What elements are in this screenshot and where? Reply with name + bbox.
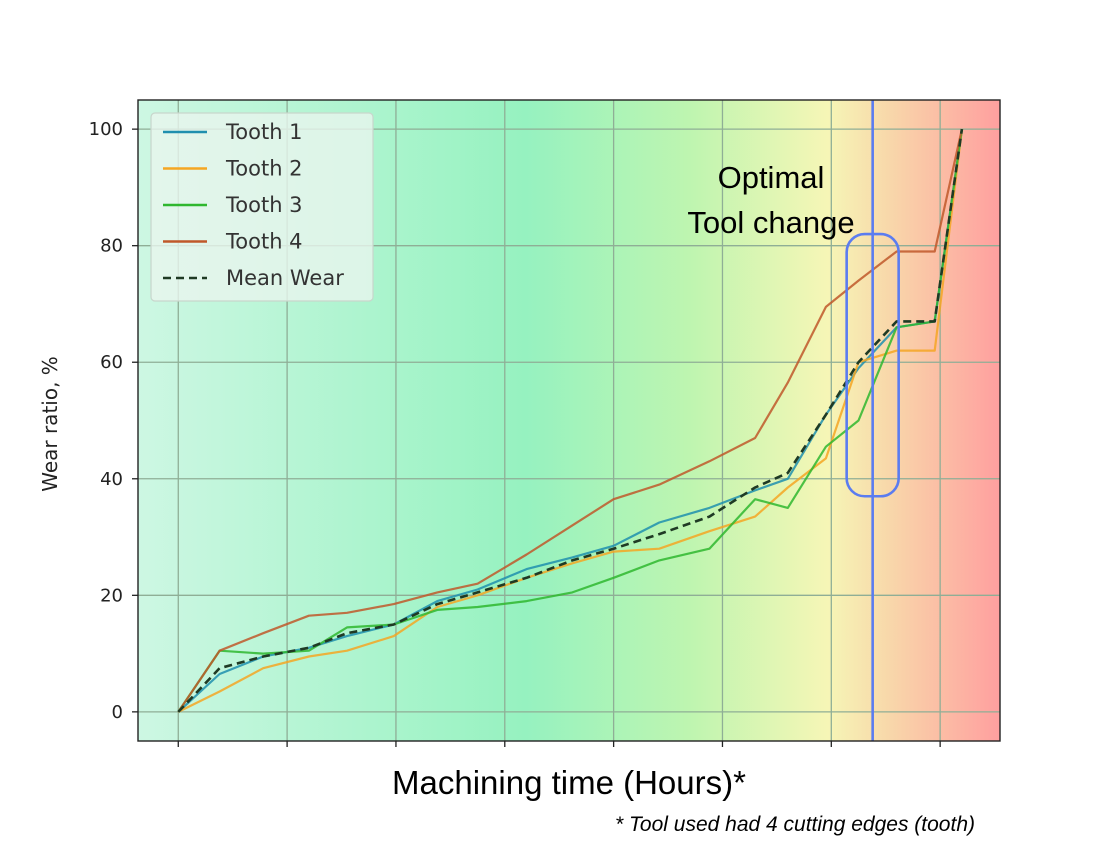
series-line-tooth-4 [177,128,963,713]
footnote: * Tool used had 4 cutting edges (tooth) [615,813,975,836]
series-line-tooth-3 [177,128,963,713]
y-tick-label: 100 [89,119,123,140]
annotation-line-2: Tool change [687,205,854,240]
legend-label: Tooth 3 [225,193,303,217]
y-tick-label: 0 [112,702,123,723]
series-lines [177,128,964,713]
legend-label: Mean Wear [226,266,344,290]
y-tick-label: 60 [100,352,123,373]
grid [138,100,1000,741]
x-axis-label: Machining time (Hours)* [392,764,746,801]
legend-label: Tooth 1 [225,120,303,144]
legend-label: Tooth 2 [225,157,303,181]
legend: Tooth 1 Tooth 2 Tooth 3 Tooth 4 Mean Wear [150,112,374,302]
tool-change-highlight [845,232,900,498]
y-axis: 0 20 40 60 80 100 [89,119,138,723]
y-tick-label: 20 [100,585,123,606]
y-tick-label: 80 [100,236,123,257]
x-axis [177,741,941,747]
annotation-line-1: Optimal [718,160,825,195]
series-line-tooth-2 [177,128,963,713]
legend-label: Tooth 4 [225,230,303,254]
legend-box [150,112,374,302]
series-line-mean-wear [177,128,964,713]
tool-change-annotation [845,100,900,741]
y-tick-label: 40 [100,469,123,490]
plot-frame [137,99,1001,742]
y-axis-label: Wear ratio, % [38,356,62,492]
